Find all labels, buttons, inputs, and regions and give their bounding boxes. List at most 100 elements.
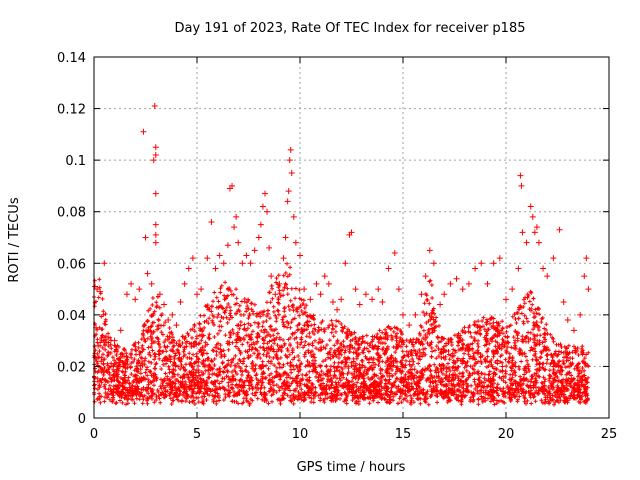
data-point (307, 296, 314, 303)
data-point (317, 291, 324, 298)
data-point (391, 249, 398, 256)
data-point (95, 342, 102, 349)
x-tick-label: 25 (601, 427, 618, 442)
data-point (453, 275, 460, 282)
data-point (418, 291, 425, 298)
data-point (356, 301, 363, 308)
data-point (280, 255, 287, 262)
data-point (288, 170, 295, 177)
data-point (515, 265, 522, 272)
data-point (284, 198, 291, 205)
data-point (117, 327, 124, 334)
y-tick-label: 0 (78, 412, 86, 427)
data-point (529, 213, 536, 220)
data-point (266, 244, 273, 251)
data-point (268, 273, 275, 280)
data-point (257, 221, 264, 228)
data-point (379, 298, 386, 305)
data-point (544, 273, 551, 280)
data-point (412, 311, 419, 318)
data-series (92, 102, 592, 375)
chart-title: Day 191 of 2023, Rate Of TEC Index for r… (175, 21, 526, 36)
x-tick-label: 5 (193, 427, 201, 442)
data-point (101, 260, 108, 267)
data-point (292, 239, 299, 246)
data-point (430, 260, 437, 267)
data-point (247, 260, 254, 267)
data-point (426, 247, 433, 254)
data-point (583, 255, 590, 262)
data-point (224, 242, 231, 249)
x-tick-label: 20 (498, 427, 515, 442)
data-point (136, 286, 143, 293)
data-point (152, 221, 159, 228)
data-point (321, 273, 328, 280)
data-point (282, 234, 289, 241)
data-point (472, 265, 479, 272)
data-point (533, 224, 540, 231)
y-tick-label: 0.04 (57, 309, 86, 324)
data-point (251, 247, 258, 254)
dense-points-path (92, 261, 591, 407)
data-point (437, 301, 444, 308)
data-point (233, 213, 240, 220)
data-point (204, 255, 211, 262)
data-point (216, 252, 223, 259)
x-tick-label: 10 (292, 427, 309, 442)
axis-ticks: 0 5 10 15 20 25 0 0.02 0.04 0.06 0.08 0.1 0.12 0.14 (57, 51, 617, 442)
data-point (152, 151, 159, 158)
data-point (540, 265, 547, 272)
data-point (441, 291, 448, 298)
data-point (198, 286, 205, 293)
x-tick-label: 0 (90, 427, 98, 442)
data-point (422, 273, 429, 280)
data-point (152, 231, 159, 238)
data-point (518, 182, 525, 189)
data-point (517, 172, 524, 179)
data-point (276, 280, 283, 287)
data-point (585, 286, 592, 293)
data-point (581, 273, 588, 280)
plot-frame (93, 56, 610, 419)
data-point (329, 298, 336, 305)
data-point (235, 239, 242, 246)
data-point (212, 265, 219, 272)
data-point (123, 291, 130, 298)
data-point (301, 286, 308, 293)
data-point (132, 296, 139, 303)
data-point (297, 252, 303, 259)
data-point (556, 226, 563, 233)
data-point (98, 358, 105, 365)
y-tick-label: 0.12 (57, 103, 86, 118)
data-point (406, 322, 413, 329)
data-point (447, 280, 454, 287)
data-point (128, 280, 135, 287)
data-point (509, 286, 516, 293)
dense-data-cloud (92, 261, 591, 407)
data-point (478, 260, 485, 267)
data-point (140, 128, 147, 135)
data-point (523, 239, 530, 246)
data-point (577, 311, 584, 318)
data-point (165, 317, 172, 324)
data-point (560, 298, 567, 305)
data-point (144, 270, 151, 277)
data-point (400, 311, 406, 318)
data-point (342, 260, 349, 267)
data-point (369, 296, 376, 303)
data-point (189, 255, 196, 262)
data-point (348, 229, 355, 236)
data-point (272, 291, 279, 298)
data-point (261, 190, 268, 197)
y-tick-label: 0.02 (57, 360, 86, 375)
data-point (100, 368, 107, 375)
data-point (231, 224, 238, 231)
data-point (496, 255, 503, 262)
data-point (111, 337, 118, 344)
y-tick-label: 0.14 (57, 51, 86, 66)
data-point (97, 288, 104, 295)
data-point (527, 203, 534, 210)
data-point (148, 280, 155, 287)
data-point (287, 146, 294, 153)
data-point (255, 234, 262, 241)
